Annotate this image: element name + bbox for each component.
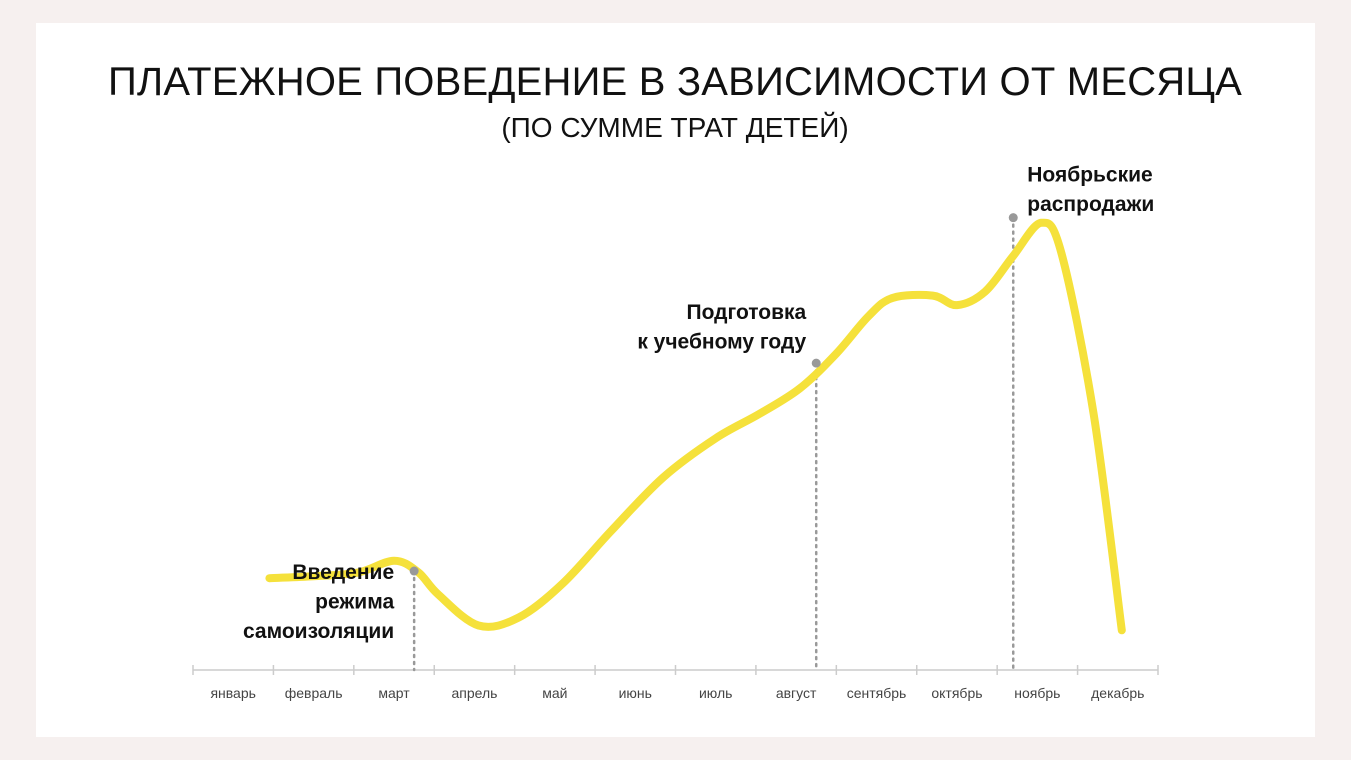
- annotation-point: [1008, 213, 1018, 223]
- annotation-label-line: самоизоляции: [243, 620, 394, 643]
- x-tick-label: август: [776, 685, 817, 701]
- chart-card: ПЛАТЕЖНОЕ ПОВЕДЕНИЕ В ЗАВИСИМОСТИ ОТ МЕС…: [36, 23, 1315, 737]
- x-tick-label: февраль: [285, 685, 343, 701]
- annotation-label: Ноябрьские распродажи: [1027, 164, 1154, 216]
- annotation-label-line: Подготовка: [687, 301, 807, 324]
- x-tick-label: декабрь: [1091, 685, 1144, 701]
- x-tick-label: июль: [699, 685, 732, 701]
- series-line: [265, 218, 1126, 635]
- x-tick-label: май: [542, 685, 567, 701]
- x-tick-label: октябрь: [931, 685, 982, 701]
- x-tick-label: ноябрь: [1014, 685, 1060, 701]
- chart-subtitle: (ПО СУММЕ ТРАТ ДЕТЕЙ): [501, 112, 848, 143]
- annotation-label: Введение режима самоизоляции: [243, 561, 394, 643]
- annotation-label-line: режима: [315, 590, 394, 613]
- annotation-label-line: к учебному году: [637, 331, 806, 354]
- annotation-label: Подготовка к учебному году: [637, 301, 806, 353]
- annotation-label-line: Ноябрьские: [1027, 164, 1152, 187]
- x-tick-label: январь: [210, 685, 255, 701]
- x-tick-label: март: [378, 685, 410, 701]
- chart: ПЛАТЕЖНОЕ ПОВЕДЕНИЕ В ЗАВИСИМОСТИ ОТ МЕС…: [108, 60, 1242, 701]
- plot-area: январь февраль март апрель май июнь июль август…: [192, 164, 1159, 701]
- annotation-label-line: распродажи: [1027, 193, 1154, 216]
- chart-title: ПЛАТЕЖНОЕ ПОВЕДЕНИЕ В ЗАВИСИМОСТИ ОТ МЕС…: [108, 60, 1242, 104]
- annotation-point: [811, 358, 821, 368]
- x-tick-label: апрель: [451, 685, 497, 701]
- x-tick-label: сентябрь: [847, 685, 907, 701]
- annotation-label-line: Введение: [292, 561, 394, 584]
- annotation-point: [409, 566, 419, 576]
- x-tick-label: июнь: [619, 685, 652, 701]
